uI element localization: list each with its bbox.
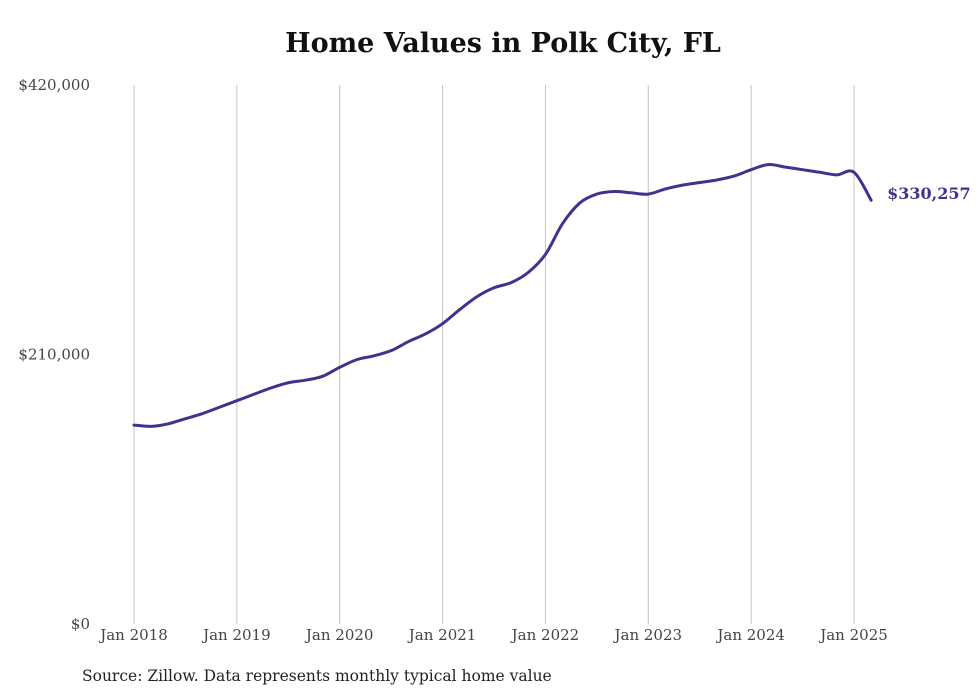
gridlines [133, 85, 855, 624]
x-tick-label: Jan 2023 [613, 626, 683, 644]
series-line [132, 163, 873, 428]
x-tick-label: Jan 2021 [407, 626, 477, 644]
y-axis-ticks: $0 $210,000 $420,000 [18, 76, 90, 633]
x-axis-ticks: Jan 2018 Jan 2019 Jan 2020 Jan 2021 Jan 2022… [98, 626, 888, 644]
x-tick-label: Jan 2024 [715, 626, 785, 644]
y-tick-label: $420,000 [18, 76, 90, 94]
x-tick-label: Jan 2022 [510, 626, 580, 644]
end-value-label: $330,257 [887, 184, 971, 203]
series-layer [132, 163, 873, 428]
y-tick-label: $210,000 [18, 346, 90, 364]
end-label-layer: $330,257 [887, 184, 971, 203]
x-tick-label: Jan 2019 [201, 626, 271, 644]
chart-title: Home Values in Polk City, FL [285, 28, 721, 59]
source-note: Source: Zillow. Data represents monthly … [82, 667, 552, 685]
x-tick-label: Jan 2020 [304, 626, 374, 644]
x-tick-label: Jan 2025 [818, 626, 888, 644]
x-tick-label: Jan 2018 [98, 626, 168, 644]
y-tick-label: $0 [71, 615, 90, 633]
